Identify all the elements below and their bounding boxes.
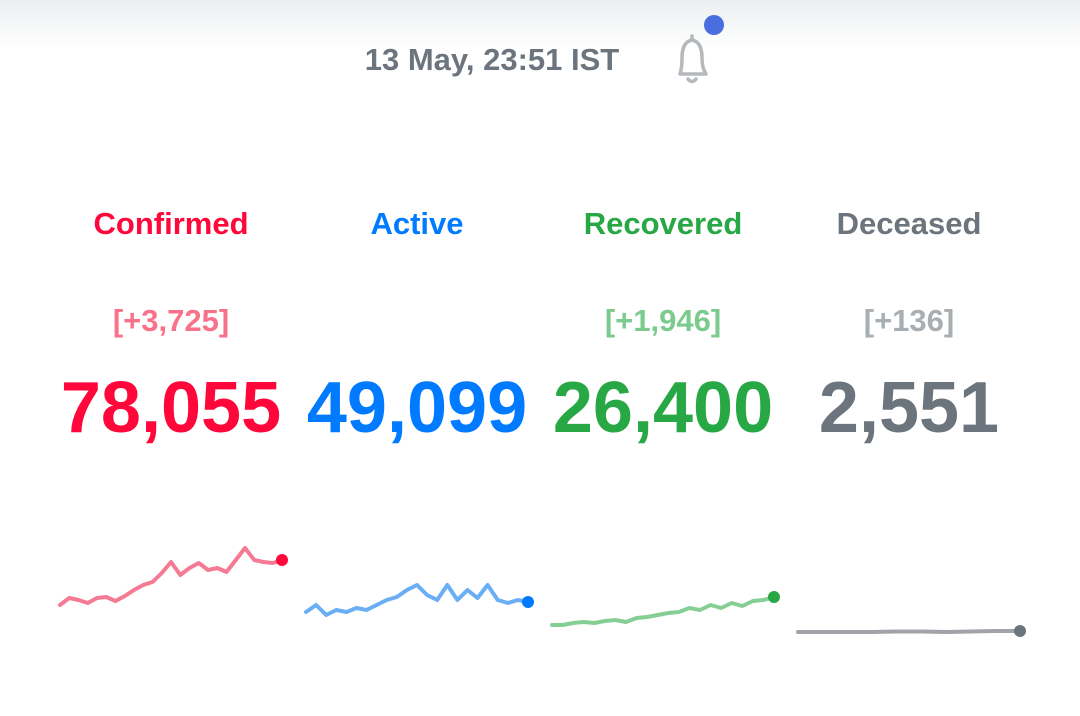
stat-label: Recovered — [584, 206, 743, 241]
stat-total: 78,055 — [61, 368, 281, 448]
sparkline-end-dot — [1014, 625, 1026, 637]
stat-total: 49,099 — [307, 368, 527, 448]
timestamp: 13 May, 23:51 IST — [365, 42, 620, 77]
sparkline — [796, 629, 1022, 634]
stat-label: Deceased — [837, 206, 982, 241]
stat-delta: [+1,946] — [605, 303, 721, 338]
sparkline — [58, 546, 284, 607]
sparkline-end-dot — [768, 591, 780, 603]
stat-total: 26,400 — [553, 368, 773, 448]
top-shade — [0, 0, 1080, 50]
notification-dot — [704, 15, 724, 35]
stat-label: Active — [370, 206, 463, 241]
stat-total: 2,551 — [819, 368, 999, 448]
sparkline-end-dot — [276, 554, 288, 566]
bell-clapper — [686, 77, 698, 84]
sparkline-end-dot — [522, 596, 534, 608]
sparkline — [304, 583, 530, 617]
bell-icon[interactable] — [678, 34, 708, 84]
sparkline — [550, 595, 776, 627]
stat-label: Confirmed — [94, 206, 249, 241]
stat-delta: [+3,725] — [113, 303, 229, 338]
stat-delta: [+136] — [864, 303, 954, 338]
